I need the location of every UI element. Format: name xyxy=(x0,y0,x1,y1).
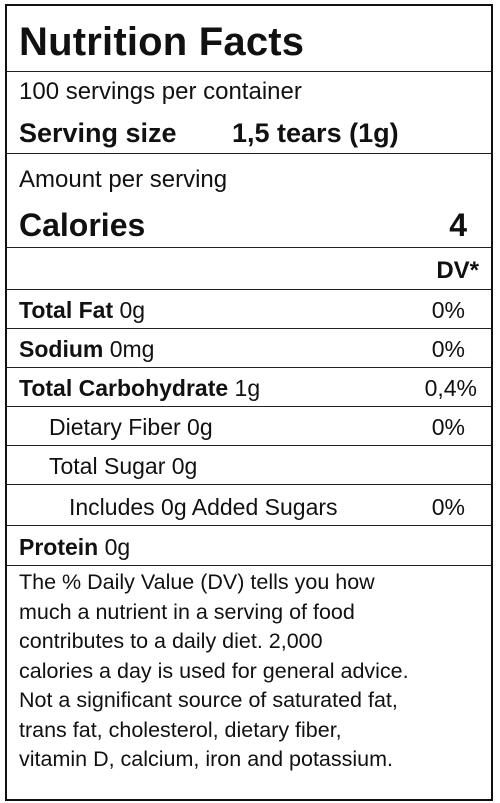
nutrient-row-protein: Protein 0g xyxy=(7,526,491,566)
calories-row: Calories 4 xyxy=(7,196,491,248)
nutrient-row-dietary-fiber: Dietary Fiber 0g 0% xyxy=(7,407,491,446)
nutrition-label: Nutrition Facts 100 servings per contain… xyxy=(5,4,493,801)
footnote-line: Not a significant source of saturated fa… xyxy=(19,688,398,712)
nutrient-dv: 0,4% xyxy=(424,375,477,401)
label-title: Nutrition Facts xyxy=(19,20,305,64)
daily-value-footnote: The % Daily Value (DV) tells you how muc… xyxy=(19,568,483,775)
footnote-line: trans fat, cholesterol, dietary fiber, xyxy=(19,717,342,742)
footnote-line: The % Daily Value (DV) tells you how xyxy=(19,570,375,594)
nutrient-row-total-fat: Total Fat 0g 0% xyxy=(7,290,491,329)
daily-value-header: DV* xyxy=(436,257,479,284)
nutrient-name: Includes 0g Added Sugars xyxy=(69,494,338,520)
amount-per-serving-row: Amount per serving xyxy=(7,154,491,196)
serving-size-value: 1,5 tears (1g) xyxy=(232,118,399,148)
calories-value: 4 xyxy=(449,207,467,243)
nutrient-label: Total Fat 0g xyxy=(19,297,145,324)
nutrient-name: Total Sugar 0g xyxy=(49,453,198,479)
nutrient-dv: 0% xyxy=(431,494,465,520)
footnote-line: much a nutrient in a serving of food xyxy=(19,599,355,624)
nutrient-row-total-sugar: Total Sugar 0g xyxy=(7,446,491,485)
title-row: Nutrition Facts xyxy=(7,6,491,72)
nutrient-dv: 0% xyxy=(431,297,465,323)
servings-per-container: 100 servings per container xyxy=(19,78,302,105)
nutrient-amount: 0g xyxy=(98,534,131,560)
calories-label: Calories xyxy=(19,207,146,243)
nutrient-amount: 0mg xyxy=(103,336,155,362)
nutrient-name: Sodium xyxy=(19,336,104,362)
serving-size-row: Serving size 1,5 tears (1g) xyxy=(7,108,491,154)
nutrient-label: Total Carbohydrate 1g xyxy=(19,375,260,402)
nutrient-name: Protein xyxy=(19,534,99,560)
nutrient-name: Total Fat xyxy=(19,297,114,323)
daily-value-header-row: DV* xyxy=(7,248,491,290)
nutrient-name: Dietary Fiber 0g xyxy=(49,414,213,440)
nutrient-label: Protein 0g xyxy=(19,534,130,561)
nutrient-dv: 0% xyxy=(431,336,465,362)
nutrient-amount: 1g xyxy=(228,375,261,401)
nutrient-row-sodium: Sodium 0mg 0% xyxy=(7,329,491,368)
footnote-line: contributes to a daily diet. 2,000 xyxy=(19,629,323,653)
nutrient-label: Sodium 0mg xyxy=(19,336,154,363)
footnote-line: vitamin D, calcium, iron and potassium. xyxy=(19,747,394,771)
nutrient-dv: 0% xyxy=(431,414,465,440)
servings-row: 100 servings per container xyxy=(7,72,491,108)
nutrient-amount: 0g xyxy=(113,297,146,323)
nutrient-name: Total Carbohydrate xyxy=(19,375,229,401)
nutrient-row-total-carbohydrate: Total Carbohydrate 1g 0,4% xyxy=(7,368,491,407)
footnote-line: calories a day is used for general advic… xyxy=(19,658,409,683)
nutrient-row-added-sugars: Includes 0g Added Sugars 0% xyxy=(7,485,491,526)
amount-per-serving: Amount per serving xyxy=(19,166,228,193)
serving-size-label: Serving size xyxy=(19,118,177,148)
